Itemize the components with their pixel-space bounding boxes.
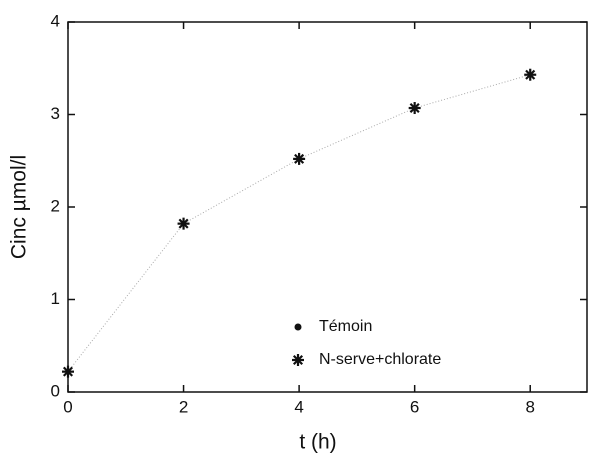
marker-stroke bbox=[294, 153, 305, 164]
marker-stroke bbox=[292, 354, 304, 366]
y-tick-label: 1 bbox=[51, 289, 60, 308]
marker-stroke bbox=[62, 366, 74, 377]
y-tick-label: 2 bbox=[51, 196, 60, 215]
marker-stroke bbox=[178, 218, 189, 229]
x-tick-label: 8 bbox=[525, 397, 534, 416]
x-axis-label: t (h) bbox=[299, 431, 336, 454]
x-tick-label: 2 bbox=[179, 397, 188, 416]
plot-frame bbox=[67, 21, 588, 393]
legend-marker bbox=[294, 323, 302, 331]
x-tick-label: 0 bbox=[63, 397, 72, 416]
legend-text: N-serve+chlorate bbox=[319, 351, 441, 368]
trend-line bbox=[67, 74, 531, 372]
data-point bbox=[524, 68, 537, 81]
y-tick-label: 4 bbox=[51, 11, 60, 30]
marker-stroke bbox=[525, 69, 536, 80]
y-axis-label: Cinc µmol/l bbox=[8, 155, 31, 259]
y-tick-label: 0 bbox=[51, 381, 60, 400]
y-tick-label: 3 bbox=[51, 104, 60, 123]
data-point bbox=[408, 102, 421, 115]
x-tick-label: 4 bbox=[294, 397, 303, 416]
x-tick-label: 6 bbox=[410, 397, 419, 416]
data-point bbox=[293, 152, 306, 165]
marker-stroke bbox=[409, 103, 420, 114]
legend-marker bbox=[292, 354, 304, 366]
marker-dot bbox=[294, 323, 302, 331]
legend-text: Témoin bbox=[319, 318, 372, 335]
data-point bbox=[62, 365, 74, 378]
data-point bbox=[177, 217, 190, 230]
